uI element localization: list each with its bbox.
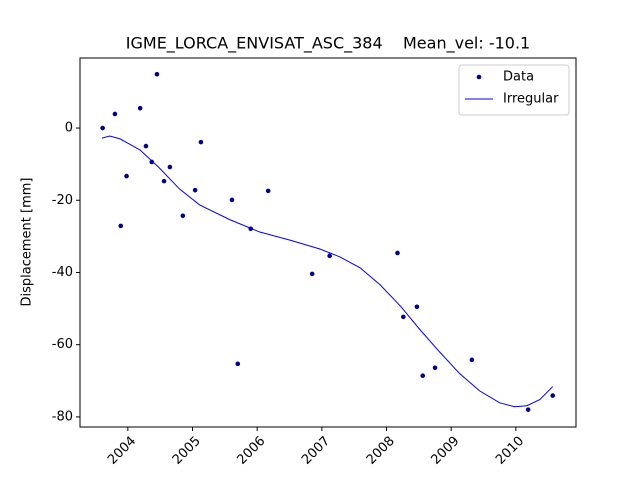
data-point <box>161 178 167 184</box>
data-point <box>112 111 118 117</box>
data-point <box>327 253 332 259</box>
data-point <box>100 125 105 131</box>
y-tick-label: -60 <box>52 337 73 352</box>
data-point <box>229 197 235 203</box>
legend-label: Irregular <box>503 92 559 107</box>
data-point <box>309 271 315 277</box>
data-point <box>149 159 155 165</box>
legend-marker <box>476 74 482 80</box>
y-axis-label: Displacement [mm] <box>20 178 35 307</box>
data-point <box>420 373 426 379</box>
data-point <box>124 173 129 179</box>
data-point <box>154 71 160 77</box>
data-point <box>265 188 271 194</box>
x-tick-label: 2009 <box>428 434 462 468</box>
data-point <box>469 357 475 363</box>
x-tick-label: 2010 <box>493 434 527 468</box>
data-point <box>550 393 556 398</box>
data-point <box>137 105 143 111</box>
chart-title: IGME_LORCA_ENVISAT_ASC_384 Mean_vel: -10… <box>126 34 530 54</box>
y-tick-label: 0 <box>65 121 73 136</box>
data-point <box>198 139 204 145</box>
x-tick-label: 2008 <box>364 434 398 468</box>
data-point <box>180 213 186 219</box>
data-point <box>118 223 124 229</box>
x-tick-label: 2006 <box>234 434 268 468</box>
data-point <box>432 365 438 371</box>
y-tick-label: -20 <box>52 193 73 208</box>
data-point <box>192 187 198 193</box>
trend-line <box>101 135 554 408</box>
data-point <box>401 314 406 320</box>
legend-box <box>458 64 570 116</box>
legend-label: Data <box>503 70 534 85</box>
data-point <box>414 304 420 310</box>
data-point <box>235 361 241 367</box>
plot-frame <box>79 57 577 428</box>
data-point <box>525 407 531 412</box>
y-tick-label: -80 <box>52 409 73 424</box>
x-tick-label: 2007 <box>299 434 333 468</box>
x-tick-label: 2005 <box>170 434 204 468</box>
x-tick-label: 2004 <box>105 434 139 468</box>
data-point <box>395 250 400 256</box>
y-tick-label: -40 <box>52 265 73 280</box>
data-point <box>167 164 173 170</box>
data-point <box>143 143 149 149</box>
